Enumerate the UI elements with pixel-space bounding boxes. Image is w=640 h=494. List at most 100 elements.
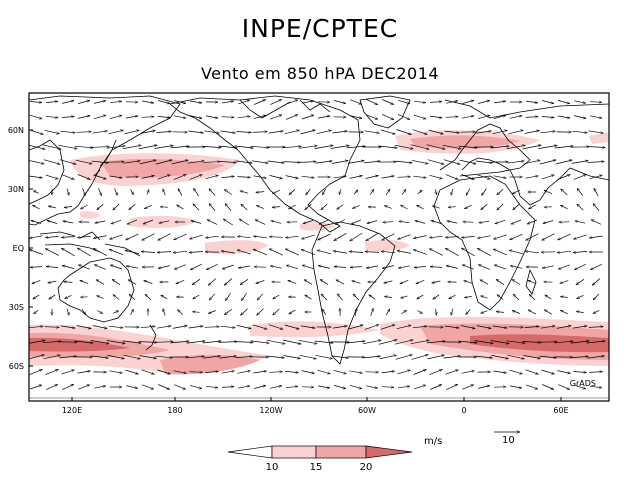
wind-vector bbox=[138, 342, 157, 343]
wind-vector bbox=[560, 280, 569, 284]
wind-vector bbox=[224, 309, 232, 314]
map-subtitle: Vento em 850 hPA DEC2014 bbox=[200, 64, 440, 83]
wind-vector bbox=[506, 340, 525, 343]
wind-vector bbox=[191, 221, 202, 224]
wind-vector bbox=[475, 355, 493, 358]
reference-vector-label: 10 bbox=[502, 435, 515, 446]
wind-vector bbox=[561, 189, 568, 196]
wind-vector bbox=[78, 265, 90, 270]
wind-vector bbox=[189, 252, 204, 253]
wind-vector bbox=[558, 100, 570, 103]
wind-vector bbox=[451, 188, 454, 196]
wind-vector bbox=[209, 203, 216, 211]
wind-vector bbox=[428, 129, 444, 134]
wind-vector bbox=[163, 189, 166, 196]
wind-vector bbox=[528, 309, 537, 315]
wind-vector bbox=[475, 160, 493, 163]
wind-vector bbox=[459, 159, 476, 164]
wind-vector bbox=[429, 248, 443, 256]
longitude-axis: 120E 180 120W 60W 0 60E bbox=[62, 397, 569, 415]
wind-vector bbox=[351, 219, 362, 225]
wind-vector bbox=[240, 191, 249, 194]
latitude-axis: 60N 30N EQ 30S 60S bbox=[8, 126, 33, 371]
wind-vector bbox=[397, 251, 412, 254]
lon-label-180: 180 bbox=[167, 406, 182, 415]
wind-vector bbox=[576, 311, 584, 312]
wind-vector bbox=[592, 278, 601, 286]
wind-vector bbox=[527, 219, 538, 225]
units-label: m/s bbox=[424, 436, 442, 447]
wind-vector bbox=[193, 294, 200, 300]
wind-vector bbox=[495, 219, 506, 223]
wind-vector bbox=[270, 386, 282, 389]
wind-vector bbox=[557, 174, 571, 180]
wind-vector bbox=[366, 98, 377, 106]
wind-vector bbox=[429, 102, 442, 103]
wind-vector bbox=[192, 312, 200, 313]
wind-vector bbox=[174, 100, 186, 104]
wind-vector bbox=[154, 342, 173, 343]
coast-south-america bbox=[311, 221, 396, 365]
wind-vector bbox=[461, 236, 475, 237]
wind-vector bbox=[74, 340, 93, 343]
wind-vector bbox=[397, 370, 411, 375]
wind-vector bbox=[298, 339, 317, 343]
wind-vector bbox=[288, 204, 296, 210]
wind-vector bbox=[204, 327, 220, 328]
wind-vector bbox=[138, 145, 158, 150]
wind-vector bbox=[32, 280, 41, 283]
wind-vector bbox=[126, 385, 138, 389]
wind-vector bbox=[267, 160, 285, 163]
wind-vector bbox=[366, 265, 378, 268]
wind-vector bbox=[573, 234, 587, 239]
wind-vector bbox=[557, 115, 570, 118]
wind-vector bbox=[205, 386, 218, 387]
wind-vector bbox=[45, 116, 58, 117]
wind-vector bbox=[190, 263, 202, 271]
colorbar-segment-10-15 bbox=[271, 445, 317, 459]
wind-vector bbox=[158, 100, 170, 104]
wind-vector bbox=[332, 326, 347, 329]
wind-vector bbox=[81, 309, 86, 315]
wind-vector bbox=[109, 370, 123, 373]
wind-vector bbox=[555, 160, 572, 165]
wind-vector bbox=[74, 145, 94, 148]
wind-vector bbox=[29, 235, 43, 239]
wind-vector bbox=[369, 295, 376, 300]
wind-vector bbox=[62, 265, 74, 269]
wind-vector bbox=[417, 294, 424, 299]
wind-vector bbox=[193, 204, 200, 211]
wind-vector bbox=[430, 384, 442, 390]
wind-vector bbox=[109, 234, 123, 239]
wind-vector bbox=[114, 188, 118, 196]
wind-vector bbox=[205, 235, 219, 238]
wind-vector bbox=[109, 248, 124, 256]
wind-vector bbox=[97, 295, 104, 299]
wind-vector bbox=[353, 190, 358, 195]
lat-label-60s: 60S bbox=[9, 362, 24, 371]
wind-vector bbox=[331, 161, 348, 164]
wind-vector bbox=[493, 175, 507, 178]
lon-label-60w: 60W bbox=[358, 406, 376, 415]
wind-vector bbox=[380, 129, 396, 134]
wind-vector bbox=[593, 310, 600, 314]
wind-vector bbox=[177, 310, 183, 315]
wind-vector bbox=[90, 340, 109, 344]
wind-vector bbox=[458, 145, 478, 148]
wind-vector bbox=[476, 325, 491, 329]
wind-vector bbox=[268, 131, 284, 134]
wind-vector bbox=[401, 310, 406, 315]
wind-vector bbox=[426, 144, 446, 150]
wind-vector bbox=[284, 324, 299, 329]
wind-vector bbox=[203, 356, 221, 359]
wind-vector bbox=[302, 101, 314, 104]
wind-vector bbox=[321, 309, 327, 316]
wind-vector bbox=[363, 161, 381, 164]
wind-vector bbox=[64, 206, 72, 207]
wind-vector bbox=[122, 340, 141, 343]
wind-vector bbox=[554, 146, 574, 149]
wind-vector bbox=[144, 281, 153, 284]
wind-vector bbox=[490, 340, 509, 344]
wind-vector bbox=[589, 175, 603, 180]
wind-vector bbox=[353, 294, 360, 301]
